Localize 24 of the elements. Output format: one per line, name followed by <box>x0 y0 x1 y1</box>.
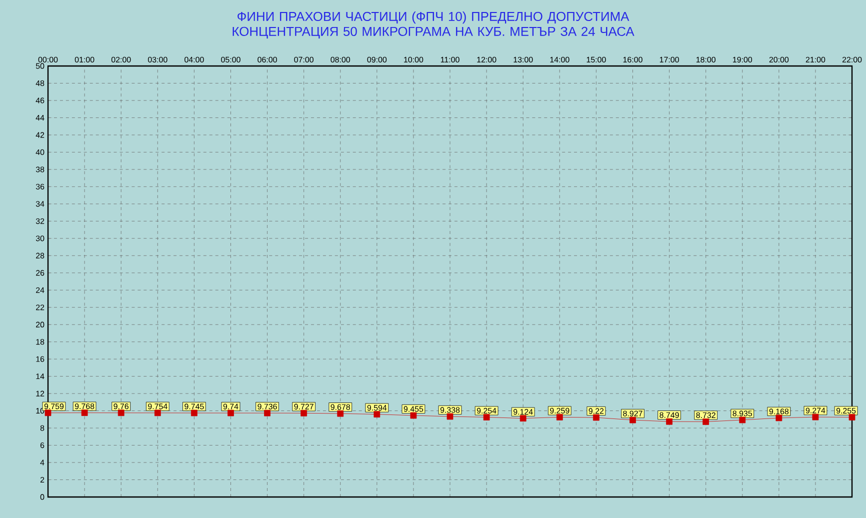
point <box>228 410 234 416</box>
point <box>702 418 710 425</box>
point <box>776 414 782 422</box>
point <box>300 410 308 416</box>
point <box>154 410 161 416</box>
chart-title: ФИНИ ПРАХОВИ ЧАСТИЦИ (ФПЧ 10) ПРЕДЕЛНО ДОПУСТИМА КОНЦЕНТРАЦИЯ 50 МИКРОГРАМА НА КУБ. МЕТЪР ЗА 24 ЧАСА <box>232 12 634 38</box>
point <box>739 416 746 424</box>
point <box>848 414 856 420</box>
point <box>630 416 636 424</box>
point <box>44 410 52 416</box>
point <box>520 415 526 422</box>
point <box>556 414 563 420</box>
point <box>410 412 417 419</box>
point <box>374 411 380 418</box>
point <box>666 418 672 425</box>
point <box>446 413 454 420</box>
point <box>191 410 198 416</box>
point <box>483 414 490 420</box>
point <box>337 410 344 417</box>
point <box>81 410 88 416</box>
point <box>593 414 600 421</box>
point <box>812 414 819 420</box>
point <box>118 410 124 416</box>
point <box>264 410 270 416</box>
